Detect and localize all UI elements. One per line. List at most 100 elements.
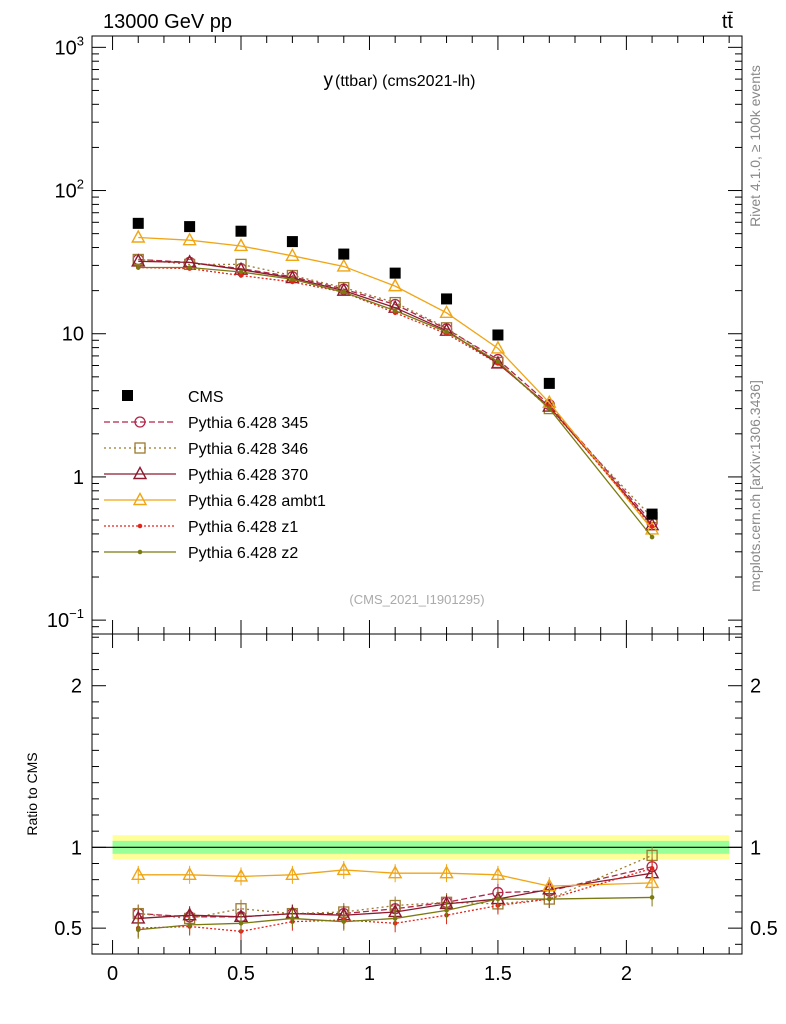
main-point-s4-6 bbox=[387, 278, 403, 292]
ratio-point-s4-3 bbox=[233, 868, 249, 882]
main-ytick-label-2: 1 bbox=[73, 467, 84, 489]
main-point-s4-3 bbox=[233, 238, 249, 252]
main-point-s4-2 bbox=[182, 232, 197, 246]
main-point-s6-4 bbox=[290, 276, 295, 282]
ratio-point-s6-1 bbox=[135, 927, 141, 933]
header-left-title: 13000 GeV pp bbox=[103, 11, 232, 33]
main-ytick-label-5: 103 bbox=[55, 33, 84, 59]
ratio-line-series-6 bbox=[138, 896, 653, 931]
main-point-s5-10 bbox=[649, 524, 655, 529]
xtick-label-5: 2 bbox=[621, 963, 632, 985]
ratio-line-series-1 bbox=[138, 866, 653, 918]
main-line-series-5 bbox=[138, 266, 653, 528]
ratio-point-s5-10 bbox=[649, 866, 655, 871]
watermark: (CMS_2021_I1901295) bbox=[349, 592, 484, 607]
ratio-ytick-label-left-3: 2 bbox=[71, 676, 82, 698]
data-point-4 bbox=[286, 236, 298, 248]
ratio-ytick-label-left-2: 1 bbox=[71, 837, 82, 859]
legend-label-4: Pythia 6.428 ambt1 bbox=[188, 493, 326, 510]
data-point-6 bbox=[389, 267, 401, 279]
legend-label-data: CMS bbox=[188, 389, 224, 406]
xtick-label-3: 1 bbox=[364, 963, 375, 985]
ratio-point-s6-4 bbox=[290, 916, 295, 921]
main-ytick-label-4: 102 bbox=[55, 177, 84, 203]
chart-title-main: y bbox=[324, 70, 334, 91]
main-point-s6-2 bbox=[187, 265, 192, 270]
ratio-point-s4-1 bbox=[131, 866, 146, 881]
main-ytick-label-1: 10−1 bbox=[47, 606, 84, 632]
main-point-s4-8 bbox=[490, 340, 506, 354]
legend-marker-6 bbox=[137, 549, 143, 555]
header-right-title: tt̄ bbox=[722, 11, 734, 33]
main-point-s4-1 bbox=[131, 229, 146, 243]
ratio-point-s4-5 bbox=[336, 861, 351, 876]
mcplots-label: mcplots.cern.ch [arXiv:1306.3436] bbox=[747, 380, 763, 592]
xtick-label-4: 1.5 bbox=[484, 963, 512, 985]
ratio-point-s4-10 bbox=[644, 874, 660, 889]
ratio-line-series-5 bbox=[138, 867, 653, 933]
legend: CMS Pythia 6.428 345 Pythia 6.428 346 Pythi… bbox=[104, 389, 326, 562]
main-point-s4-10 bbox=[644, 521, 660, 535]
chart-title-sub: (ttbar) (cms2021-lh) bbox=[335, 73, 475, 90]
main-point-s6-5 bbox=[341, 289, 347, 295]
main-point-s6-6 bbox=[392, 308, 398, 313]
legend-marker-4 bbox=[132, 492, 148, 506]
ratio-point-s4-4 bbox=[285, 866, 300, 881]
main-point-s4-5 bbox=[336, 258, 351, 272]
main-panel: 10−1 1 10 102 103 y (ttbar) (cms2021-lh) (CM… bbox=[47, 33, 743, 635]
legend-marker-1 bbox=[134, 416, 146, 428]
main-point-s3-5 bbox=[336, 282, 351, 296]
legend-label-6: Pythia 6.428 z2 bbox=[188, 545, 298, 562]
main-point-s3-8 bbox=[490, 355, 506, 369]
main-point-s6-1 bbox=[135, 265, 141, 270]
legend-label-3: Pythia 6.428 370 bbox=[188, 467, 308, 484]
ratio-point-s6-10 bbox=[649, 895, 655, 900]
ratio-line-series-4 bbox=[138, 869, 653, 887]
main-ytick-label-3: 10 bbox=[62, 324, 84, 346]
legend-marker-5 bbox=[137, 523, 143, 529]
main-point-s3-10 bbox=[644, 517, 660, 531]
ratio-point-s4-2 bbox=[182, 866, 197, 881]
data-point-7 bbox=[441, 293, 453, 305]
legend-marker-data bbox=[122, 390, 133, 401]
main-line-series-4 bbox=[138, 236, 653, 530]
main-point-s6-3 bbox=[238, 269, 244, 275]
main-line-series-6 bbox=[138, 266, 653, 538]
ratio-ytick-label-right-3: 2 bbox=[750, 676, 761, 698]
legend-marker-3 bbox=[132, 466, 148, 480]
ratio-point-s4-7 bbox=[439, 865, 454, 879]
ratio-point-s4-8 bbox=[490, 866, 506, 881]
main-point-s6-8 bbox=[495, 359, 501, 364]
ratio-line-series-3 bbox=[138, 872, 653, 920]
legend-label-2: Pythia 6.428 346 bbox=[188, 441, 308, 458]
ratio-frame bbox=[91, 633, 743, 955]
data-point-5 bbox=[338, 248, 350, 260]
ratio-point-s6-6 bbox=[392, 916, 398, 921]
ratio-point-s6-5 bbox=[341, 919, 347, 924]
ratio-point-s4-6 bbox=[387, 865, 403, 879]
legend-marker-2 bbox=[134, 442, 146, 454]
data-point-9 bbox=[543, 377, 555, 389]
xtick-label-2: 0.5 bbox=[227, 963, 255, 985]
main-point-s6-7 bbox=[444, 329, 449, 335]
ratio-ytick-label-right-2: 1 bbox=[750, 837, 761, 859]
data-point-8 bbox=[492, 329, 504, 341]
ratio-panel: 0.5 0.5 1 1 2 2 Ratio to CMS bbox=[24, 633, 778, 955]
main-point-s6-10 bbox=[649, 534, 655, 540]
data-point-2 bbox=[184, 221, 196, 233]
ratio-point-s6-2 bbox=[187, 922, 192, 928]
ratio-ytick-label-left-1: 0.5 bbox=[54, 918, 82, 940]
ratio-point-s6-3 bbox=[238, 920, 244, 926]
ratio-point-s6-8 bbox=[495, 896, 501, 902]
data-point-3 bbox=[235, 225, 247, 237]
ratio-ylabel: Ratio to CMS bbox=[24, 752, 40, 835]
main-point-s6-9 bbox=[547, 406, 552, 411]
legend-label-1: Pythia 6.428 345 bbox=[188, 415, 308, 432]
ratio-ytick-label-right-1: 0.5 bbox=[750, 918, 778, 940]
main-point-s4-4 bbox=[285, 247, 300, 262]
rivet-label: Rivet 4.1.0, ≥ 100k events bbox=[747, 65, 763, 227]
data-point-10 bbox=[646, 508, 658, 520]
main-point-s4-7 bbox=[439, 304, 454, 319]
xtick-label-1: 0 bbox=[107, 963, 118, 985]
